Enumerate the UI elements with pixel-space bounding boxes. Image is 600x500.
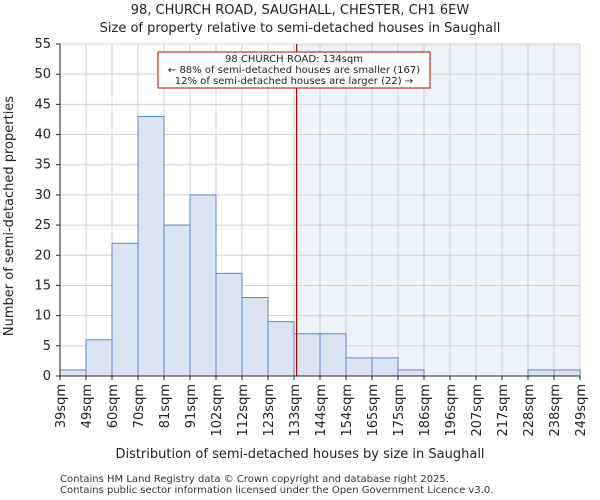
x-tick-label: 144sqm — [314, 384, 329, 437]
y-tick-label: 45 — [34, 97, 51, 112]
x-tick-label: 39sqm — [54, 384, 69, 428]
x-tick-label: 196sqm — [444, 384, 459, 437]
x-tick-label: 112sqm — [236, 384, 251, 437]
bar — [163, 224, 191, 377]
chart-title: 98, CHURCH ROAD, SAUGHALL, CHESTER, CH1 … — [131, 3, 470, 18]
bar — [137, 115, 165, 377]
x-tick-label: 70sqm — [132, 384, 147, 428]
bars — [59, 115, 581, 377]
x-tick-label: 217sqm — [496, 384, 511, 437]
chart-subtitle: Size of property relative to semi-detach… — [100, 21, 501, 36]
bar — [59, 369, 87, 377]
bar — [293, 333, 321, 377]
x-tick-label: 238sqm — [548, 384, 563, 437]
x-tick-label: 60sqm — [106, 384, 121, 428]
x-ticks: 39sqm 49sqm 60sqm 70sqm 81sqm 91sqm 102sqm 112s… — [54, 376, 589, 437]
x-tick-label: 175sqm — [392, 384, 407, 437]
x-tick-label: 186sqm — [418, 384, 433, 437]
y-tick-label: 40 — [34, 128, 51, 143]
footer-line-2: Contains public sector information licen… — [60, 485, 493, 496]
x-tick-label: 165sqm — [366, 384, 381, 437]
bar — [345, 357, 373, 377]
bar — [215, 272, 243, 377]
bar — [189, 194, 217, 377]
y-tick-label: 5 — [43, 339, 51, 354]
annotation-line-1: 98 CHURCH ROAD: 134sqm — [225, 54, 363, 65]
y-tick-label: 10 — [34, 309, 51, 324]
bar — [241, 297, 269, 377]
x-tick-label: 49sqm — [80, 384, 95, 428]
x-axis-label: Distribution of semi-detached houses by … — [115, 447, 484, 462]
bar — [111, 242, 139, 377]
annotation-line-2: ← 88% of semi-detached houses are smalle… — [168, 65, 420, 76]
bar — [319, 333, 347, 377]
y-tick-label: 50 — [34, 67, 51, 82]
x-tick-label: 249sqm — [574, 384, 589, 437]
bar — [397, 369, 425, 377]
annotation-line-3: 12% of semi-detached houses are larger (… — [175, 76, 413, 87]
bar — [371, 357, 399, 377]
bar — [85, 339, 113, 377]
y-tick-label: 20 — [34, 248, 51, 263]
footer-line-1: Contains HM Land Registry data © Crown c… — [60, 474, 449, 485]
x-tick-label: 133sqm — [288, 384, 303, 437]
x-tick-label: 102sqm — [210, 384, 225, 437]
y-tick-label: 30 — [34, 188, 51, 203]
highlight-region — [296, 44, 580, 376]
y-tick-label: 55 — [34, 37, 51, 52]
y-ticks: 0 5 10 15 20 25 30 35 40 45 50 55 — [34, 37, 60, 384]
x-tick-label: 123sqm — [262, 384, 277, 437]
annotation-box: 98 CHURCH ROAD: 134sqm ← 88% of semi-det… — [157, 51, 431, 89]
y-tick-label: 15 — [34, 278, 51, 293]
bar — [553, 369, 581, 377]
y-axis-label: Number of semi-detached properties — [2, 96, 17, 336]
bar — [527, 369, 555, 377]
y-tick-label: 35 — [34, 158, 51, 173]
x-tick-label: 228sqm — [522, 384, 537, 437]
x-tick-label: 81sqm — [158, 384, 173, 428]
bar — [267, 321, 295, 377]
y-tick-label: 25 — [34, 218, 51, 233]
x-tick-label: 207sqm — [470, 384, 485, 437]
y-tick-label: 0 — [43, 369, 51, 384]
x-tick-label: 154sqm — [340, 384, 355, 437]
x-tick-label: 91sqm — [184, 384, 199, 428]
